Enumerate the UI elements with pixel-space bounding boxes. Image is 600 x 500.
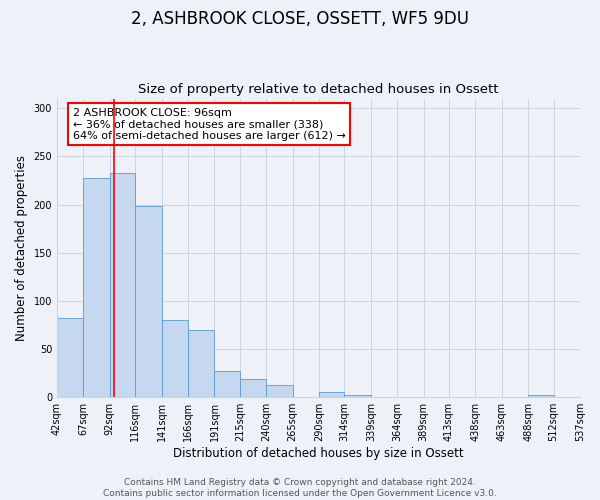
Text: 2 ASHBROOK CLOSE: 96sqm
← 36% of detached houses are smaller (338)
64% of semi-d: 2 ASHBROOK CLOSE: 96sqm ← 36% of detache… [73,108,346,140]
Bar [110,172,135,397]
Text: Contains HM Land Registry data © Crown copyright and database right 2024.
Contai: Contains HM Land Registry data © Crown c… [103,478,497,498]
Bar [57,318,83,397]
Text: 2, ASHBROOK CLOSE, OSSETT, WF5 9DU: 2, ASHBROOK CLOSE, OSSETT, WF5 9DU [131,10,469,28]
Bar [188,330,214,397]
Title: Size of property relative to detached houses in Ossett: Size of property relative to detached ho… [138,83,499,96]
Bar [83,178,110,397]
X-axis label: Distribution of detached houses by size in Ossett: Distribution of detached houses by size … [173,447,464,460]
Bar [344,396,371,397]
Bar [135,206,161,397]
Bar [528,396,554,397]
Bar [266,384,293,397]
Bar [214,371,240,397]
Bar [319,392,344,397]
Bar [240,379,266,397]
Y-axis label: Number of detached properties: Number of detached properties [15,155,28,341]
Bar [161,320,188,397]
